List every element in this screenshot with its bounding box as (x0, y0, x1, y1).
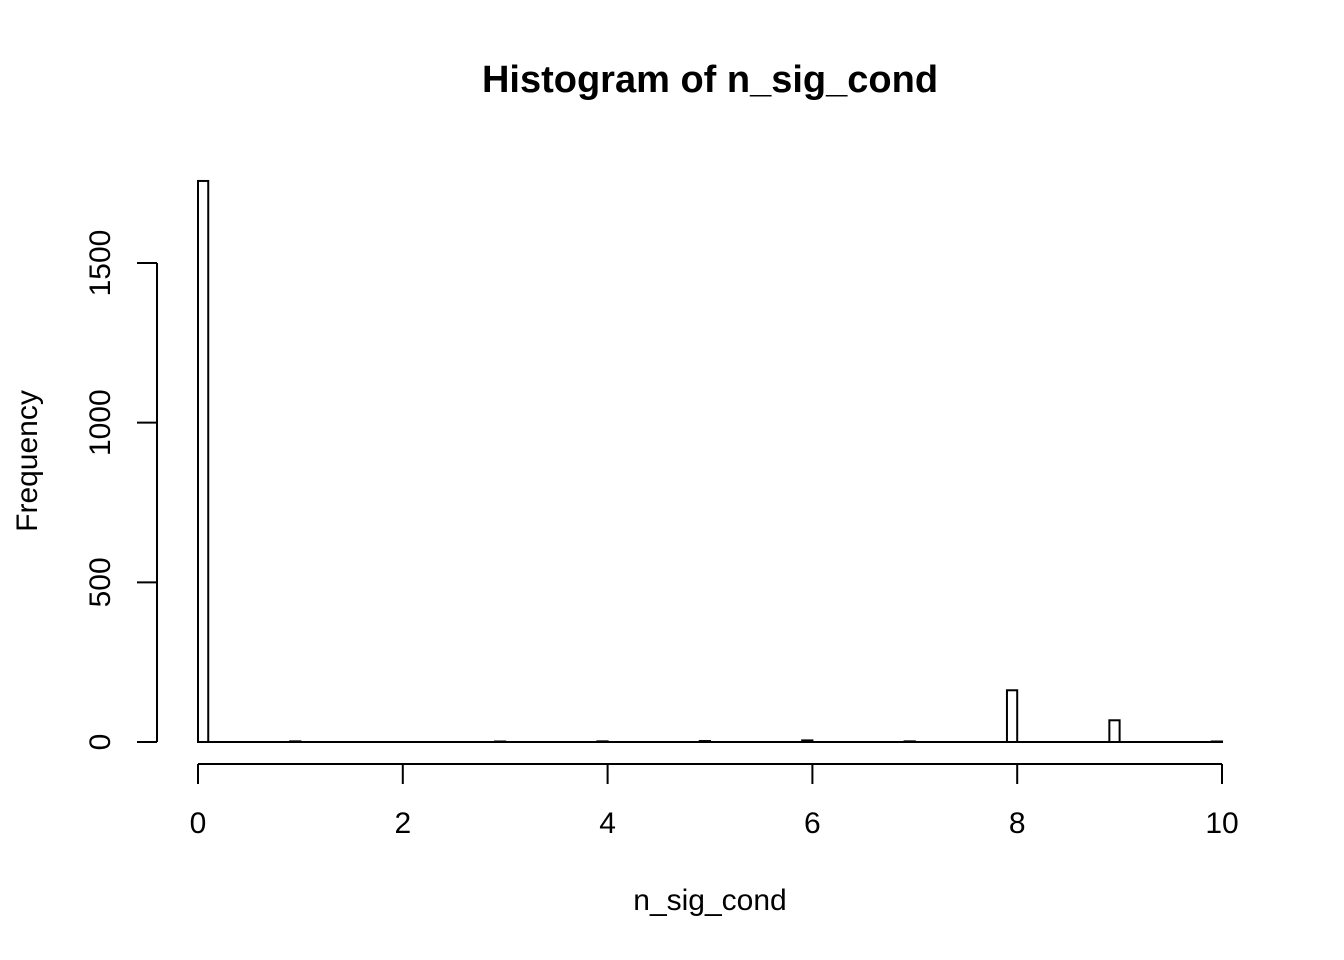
y-axis-label: Frequency (11, 390, 44, 532)
x-tick-label: 10 (1205, 807, 1238, 840)
y-axis: 0 500 1000 1500 (84, 230, 158, 751)
x-tick-label: 4 (599, 807, 616, 840)
histogram-bars (197, 179, 1224, 744)
x-axis-label: n_sig_cond (633, 884, 786, 917)
x-tick-label: 6 (804, 807, 821, 840)
y-tick-label: 500 (84, 557, 117, 607)
x-tick-label: 2 (394, 807, 411, 840)
histogram-bar (197, 179, 210, 744)
x-tick-label: 0 (190, 807, 207, 840)
x-axis: 0 2 4 6 8 10 (190, 763, 1239, 840)
histogram-bar (1108, 719, 1121, 744)
x-tick-label: 8 (1009, 807, 1026, 840)
y-tick-label: 1000 (84, 389, 117, 456)
y-tick-label: 1500 (84, 230, 117, 297)
y-tick-label: 0 (84, 734, 117, 751)
chart-title: Histogram of n_sig_cond (482, 59, 938, 101)
histogram-bar (1005, 689, 1019, 743)
